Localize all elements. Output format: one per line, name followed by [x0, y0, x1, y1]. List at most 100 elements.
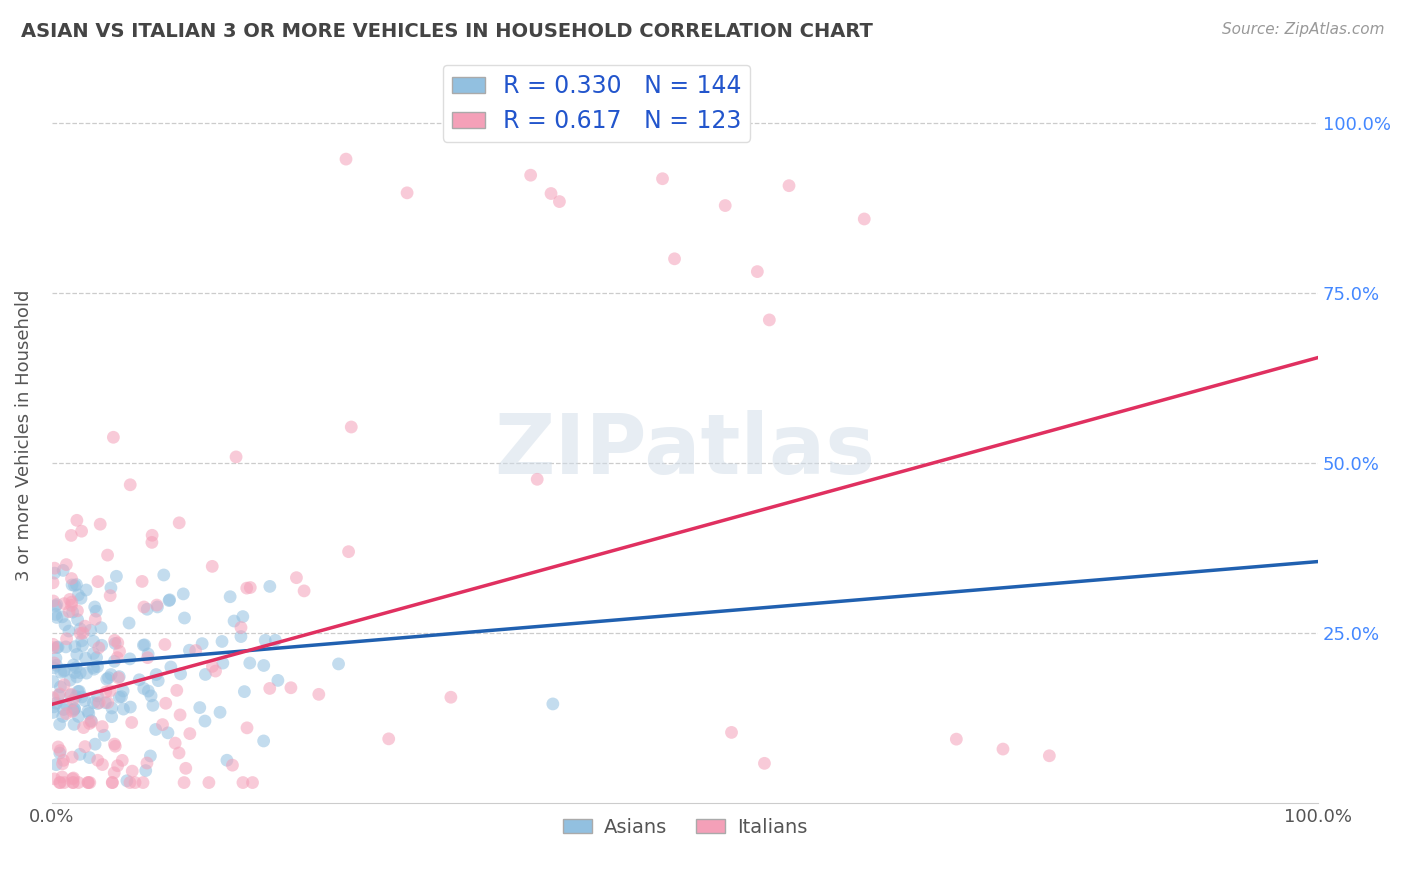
Point	[52, 702, 75, 716]
Point	[153, 638, 176, 652]
Point	[540, 186, 562, 201]
Point	[253, 658, 276, 673]
Point	[90, 638, 112, 652]
Point	[49, 680, 72, 694]
Point	[66, 613, 89, 627]
Point	[232, 775, 254, 789]
Point	[97, 671, 120, 685]
Point	[103, 430, 125, 444]
Point	[65, 577, 87, 591]
Point	[42, 575, 65, 590]
Point	[45, 658, 67, 673]
Point	[58, 605, 80, 619]
Point	[70, 633, 93, 648]
Point	[758, 313, 780, 327]
Point	[328, 657, 350, 671]
Point	[211, 634, 233, 648]
Point	[139, 689, 162, 703]
Point	[101, 701, 124, 715]
Point	[377, 731, 399, 746]
Point	[46, 739, 69, 754]
Point	[159, 592, 181, 607]
Point	[58, 624, 80, 638]
Y-axis label: 3 or more Vehicles in Household: 3 or more Vehicles in Household	[15, 290, 32, 582]
Point	[73, 739, 96, 754]
Point	[134, 638, 156, 652]
Point	[103, 633, 125, 648]
Point	[84, 737, 107, 751]
Point	[80, 714, 103, 728]
Point	[87, 640, 110, 655]
Point	[83, 634, 105, 648]
Point	[86, 650, 108, 665]
Point	[167, 746, 190, 760]
Text: ASIAN VS ITALIAN 3 OR MORE VEHICLES IN HOUSEHOLD CORRELATION CHART: ASIAN VS ITALIAN 3 OR MORE VEHICLES IN H…	[21, 22, 873, 41]
Point	[69, 665, 91, 680]
Point	[229, 630, 252, 644]
Point	[292, 583, 315, 598]
Point	[132, 599, 155, 614]
Point	[86, 697, 108, 711]
Point	[42, 656, 65, 670]
Point	[541, 697, 564, 711]
Point	[548, 194, 571, 209]
Point	[991, 742, 1014, 756]
Point	[221, 758, 243, 772]
Point	[253, 734, 276, 748]
Point	[235, 581, 257, 595]
Point	[45, 598, 67, 612]
Point	[93, 728, 115, 742]
Point	[112, 702, 135, 716]
Point	[77, 775, 100, 789]
Point	[254, 633, 277, 648]
Point	[49, 746, 72, 760]
Point	[62, 771, 84, 785]
Point	[104, 636, 127, 650]
Point	[105, 650, 128, 665]
Point	[132, 681, 155, 696]
Point	[63, 665, 86, 680]
Point	[157, 593, 180, 607]
Point	[77, 706, 100, 721]
Point	[285, 571, 308, 585]
Text: Source: ZipAtlas.com: Source: ZipAtlas.com	[1222, 22, 1385, 37]
Point	[60, 687, 83, 701]
Point	[59, 592, 82, 607]
Point	[67, 775, 90, 789]
Point	[60, 572, 83, 586]
Point	[62, 657, 84, 672]
Point	[173, 611, 195, 625]
Point	[222, 614, 245, 628]
Point	[148, 673, 170, 688]
Point	[101, 775, 124, 789]
Point	[160, 660, 183, 674]
Point	[82, 696, 104, 710]
Point	[79, 775, 101, 789]
Point	[94, 685, 117, 699]
Point	[52, 563, 75, 577]
Point	[720, 725, 742, 739]
Point	[49, 743, 72, 757]
Point	[67, 684, 90, 698]
Point	[194, 667, 217, 681]
Point	[107, 636, 129, 650]
Point	[82, 660, 104, 674]
Point	[141, 528, 163, 542]
Point	[519, 168, 541, 182]
Point	[229, 621, 252, 635]
Point	[52, 665, 75, 679]
Point	[79, 750, 101, 764]
Point	[42, 594, 65, 608]
Point	[42, 640, 65, 655]
Point	[46, 640, 69, 655]
Point	[179, 643, 201, 657]
Point	[45, 757, 67, 772]
Point	[66, 648, 89, 662]
Point	[53, 775, 76, 789]
Point	[62, 775, 84, 789]
Point	[62, 703, 84, 717]
Point	[60, 595, 83, 609]
Point	[188, 700, 211, 714]
Point	[55, 558, 77, 572]
Point	[48, 688, 70, 702]
